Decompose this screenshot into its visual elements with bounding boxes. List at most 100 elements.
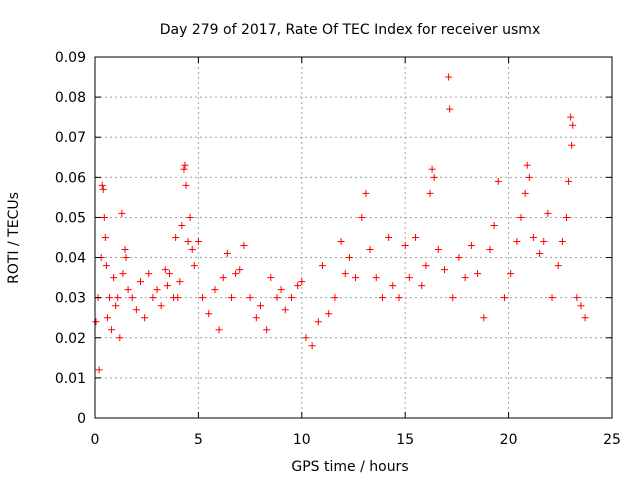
data-point xyxy=(577,302,585,310)
x-tick-label: 25 xyxy=(603,432,621,448)
data-point xyxy=(98,181,106,189)
data-point xyxy=(426,189,434,197)
x-axis-label: GPS time / hours xyxy=(291,459,408,475)
data-point xyxy=(517,213,525,221)
data-point xyxy=(184,238,192,246)
data-point xyxy=(563,213,571,221)
data-point xyxy=(490,221,498,229)
data-point xyxy=(240,242,248,250)
data-point xyxy=(277,286,285,294)
data-point xyxy=(500,294,508,302)
data-point xyxy=(281,306,289,314)
y-tick-label: 0.05 xyxy=(55,210,86,226)
y-axis-label: ROTI / TECUs xyxy=(6,192,22,284)
data-point xyxy=(430,173,438,181)
data-point xyxy=(163,282,171,290)
data-point xyxy=(95,366,103,374)
data-point xyxy=(219,274,227,282)
data-point xyxy=(119,270,127,278)
data-point xyxy=(246,294,254,302)
data-point xyxy=(389,282,397,290)
data-point xyxy=(378,294,386,302)
data-point xyxy=(385,234,393,241)
data-point xyxy=(190,262,198,270)
data-point xyxy=(455,254,463,262)
data-point xyxy=(544,209,552,217)
data-point xyxy=(325,310,333,318)
data-point xyxy=(149,294,157,302)
data-point xyxy=(102,262,110,270)
plot-frame xyxy=(94,56,613,419)
data-point xyxy=(172,234,180,241)
data-point xyxy=(440,266,448,274)
data-point xyxy=(331,294,339,302)
data-point xyxy=(263,326,271,334)
data-points xyxy=(92,73,589,374)
chart-title: Day 279 of 2017, Rate Of TEC Index for r… xyxy=(160,22,540,38)
y-tick-label: 0.02 xyxy=(55,331,86,347)
axis-ticks xyxy=(94,56,613,419)
data-point xyxy=(223,250,231,258)
data-point xyxy=(581,314,589,322)
data-point xyxy=(108,326,116,334)
data-point xyxy=(194,238,202,246)
data-point xyxy=(132,306,140,314)
data-point xyxy=(558,238,566,246)
data-point xyxy=(199,294,207,302)
data-point xyxy=(449,294,457,302)
data-point xyxy=(401,242,409,250)
data-point xyxy=(422,262,430,270)
data-point xyxy=(521,189,529,197)
data-point xyxy=(116,334,124,342)
data-point xyxy=(161,266,169,274)
data-point xyxy=(105,294,113,302)
x-tick-label: 10 xyxy=(293,432,311,448)
data-point xyxy=(523,161,531,169)
data-point xyxy=(121,246,129,254)
data-point xyxy=(405,274,413,282)
data-point xyxy=(298,278,306,286)
data-point xyxy=(536,250,544,258)
data-point xyxy=(103,314,111,322)
data-point xyxy=(494,177,502,185)
data-point xyxy=(341,270,349,278)
y-tick-label: 0.06 xyxy=(55,170,86,186)
data-point xyxy=(428,165,436,173)
data-point xyxy=(507,270,515,278)
data-point xyxy=(157,302,165,310)
data-point xyxy=(122,254,130,262)
y-tick-label: 0.08 xyxy=(55,90,86,106)
data-point xyxy=(165,270,173,278)
data-point xyxy=(273,294,281,302)
data-point xyxy=(99,185,107,193)
data-point xyxy=(445,73,453,81)
data-point xyxy=(565,177,573,185)
data-point xyxy=(232,270,240,278)
data-point xyxy=(513,238,521,246)
data-point xyxy=(181,161,189,169)
x-tick-label: 5 xyxy=(194,432,203,448)
data-point xyxy=(110,274,118,282)
data-point xyxy=(100,213,108,221)
y-tick-label: 0.03 xyxy=(55,291,86,307)
data-point xyxy=(174,294,182,302)
data-point xyxy=(337,238,345,246)
data-point xyxy=(548,294,556,302)
data-point xyxy=(176,278,184,286)
data-point xyxy=(474,270,482,278)
data-point xyxy=(480,314,488,322)
data-point xyxy=(252,314,260,322)
x-tick-label: 15 xyxy=(396,432,414,448)
data-point xyxy=(215,326,223,334)
data-point xyxy=(114,294,122,302)
data-point xyxy=(372,274,380,282)
data-point xyxy=(308,342,316,350)
data-point xyxy=(554,262,562,270)
data-point xyxy=(145,270,153,278)
data-point xyxy=(486,246,494,254)
data-point xyxy=(287,294,295,302)
data-point xyxy=(467,242,475,250)
data-point xyxy=(294,282,302,290)
data-point xyxy=(418,282,426,290)
y-tick-label: 0.07 xyxy=(55,130,86,146)
